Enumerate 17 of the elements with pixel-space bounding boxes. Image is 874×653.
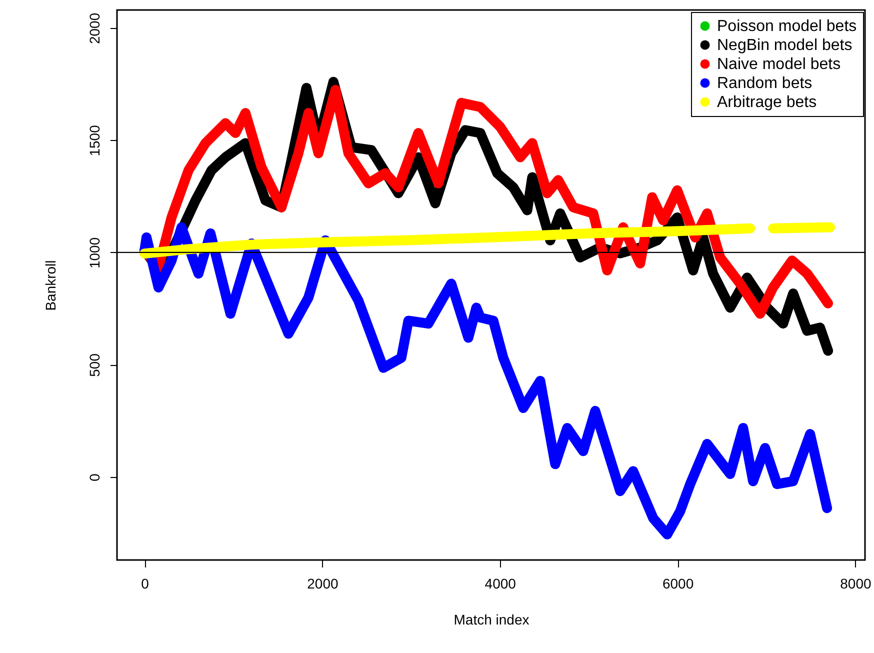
legend-label: Naive model bets	[717, 56, 841, 73]
legend-label: Random bets	[717, 75, 812, 92]
y-tick-label: 500	[86, 353, 102, 377]
legend-label: Arbitrage bets	[717, 94, 817, 111]
x-tick-label: 4000	[484, 576, 516, 592]
y-tick-label: 2000	[86, 12, 102, 44]
x-tick-label: 6000	[662, 576, 694, 592]
x-axis-title: Match index	[454, 612, 530, 628]
legend-label: Poisson model bets	[717, 18, 857, 35]
y-tick-label: 0	[86, 473, 102, 482]
y-tick-label: 1500	[86, 124, 102, 156]
x-tick-label: 8000	[840, 576, 872, 592]
y-axis-title: Bankroll	[42, 260, 58, 311]
y-tick-label: 1000	[86, 237, 102, 269]
legend-label: NegBin model bets	[717, 37, 852, 54]
x-tick-label: 2000	[307, 576, 338, 592]
x-tick-label: 0	[141, 576, 150, 592]
